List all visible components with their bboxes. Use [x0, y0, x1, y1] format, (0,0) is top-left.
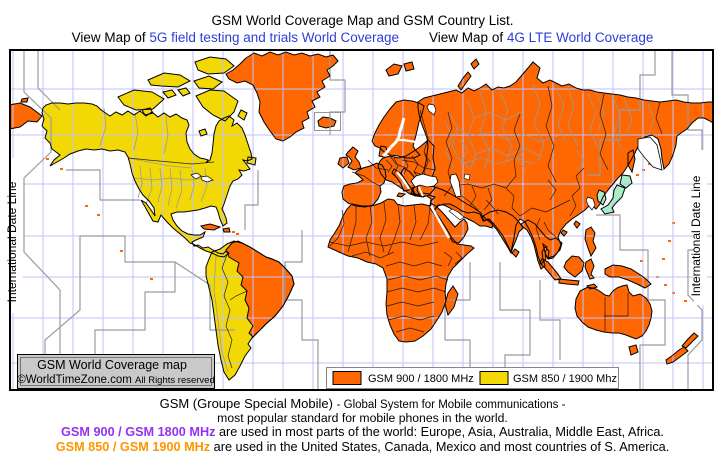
svg-text:International Date Line: International Date Line: [5, 181, 19, 302]
svg-text:©WorldTimeZone.com All Rights: ©WorldTimeZone.com All Rights reserved: [17, 374, 215, 386]
svg-text:International Date Line: International Date Line: [689, 175, 703, 296]
svg-text:GSM 900 / 1800 MHz: GSM 900 / 1800 MHz: [368, 373, 474, 385]
svg-text:GSM 850 / 1900 Mhz: GSM 850 / 1900 Mhz: [513, 373, 617, 385]
svg-text:GSM World Coverage map: GSM World Coverage map: [37, 358, 187, 372]
